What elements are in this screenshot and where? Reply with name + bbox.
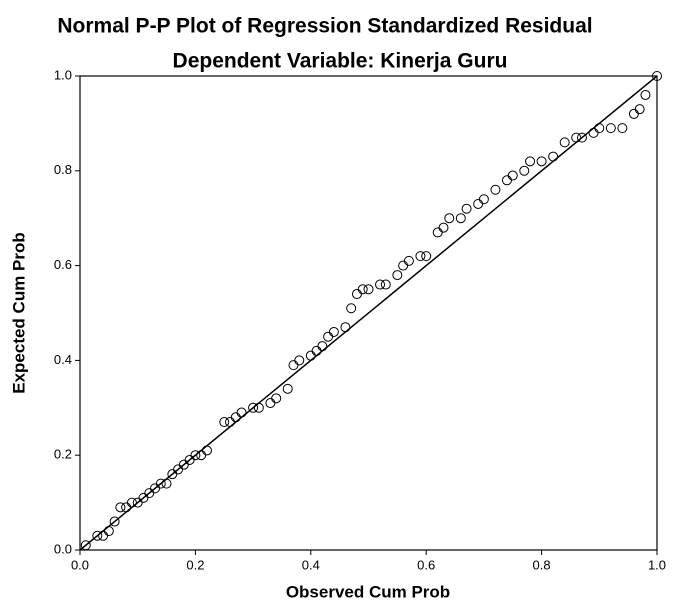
point	[289, 361, 298, 370]
point	[254, 403, 263, 412]
point	[329, 327, 338, 336]
x-tick-label: 0.0	[71, 557, 89, 572]
y-axis-label: Expected Cum Prob	[9, 232, 28, 394]
point	[324, 332, 333, 341]
point	[202, 446, 211, 455]
point	[226, 418, 235, 427]
point	[549, 152, 558, 161]
point	[479, 195, 488, 204]
point	[502, 176, 511, 185]
point	[404, 256, 413, 265]
chart: Normal P-P Plot of Regression Standardiz…	[0, 0, 675, 607]
point	[456, 214, 465, 223]
point	[618, 124, 627, 133]
point	[606, 124, 615, 133]
point	[266, 399, 275, 408]
x-tick-label: 1.0	[648, 557, 666, 572]
point	[99, 531, 108, 540]
point	[364, 285, 373, 294]
x-tick-label: 0.8	[533, 557, 551, 572]
y-tick-label: 0.2	[54, 447, 72, 462]
point	[104, 527, 113, 536]
point	[474, 199, 483, 208]
point	[197, 451, 206, 460]
point	[399, 261, 408, 270]
point	[283, 384, 292, 393]
point	[312, 346, 321, 355]
page: {"chart_data": {"type": "scatter", "titl…	[0, 0, 675, 607]
y-tick-label: 0.6	[54, 257, 72, 272]
y-tick-label: 0.0	[54, 541, 72, 556]
y-tick-label: 1.0	[54, 67, 72, 82]
point	[445, 214, 454, 223]
point	[641, 90, 650, 99]
point	[422, 252, 431, 261]
y-tick-label: 0.8	[54, 162, 72, 177]
x-tick-label: 0.4	[302, 557, 320, 572]
point	[537, 157, 546, 166]
point	[162, 479, 171, 488]
point	[635, 105, 644, 114]
point	[306, 351, 315, 360]
point	[237, 408, 246, 417]
point	[393, 271, 402, 280]
point	[560, 138, 569, 147]
point	[589, 128, 598, 137]
point	[595, 124, 604, 133]
point	[352, 290, 361, 299]
point	[491, 185, 500, 194]
point	[272, 394, 281, 403]
x-axis-label: Observed Cum Prob	[286, 582, 450, 601]
point	[295, 356, 304, 365]
x-tick-label: 0.6	[417, 557, 435, 572]
y-tick-label: 0.4	[54, 352, 72, 367]
chart-subtitle: Dependent Variable: Kinerja Guru	[173, 50, 508, 73]
point	[462, 204, 471, 213]
point	[381, 280, 390, 289]
point	[341, 323, 350, 332]
point	[526, 157, 535, 166]
point	[347, 304, 356, 313]
point	[629, 109, 638, 118]
point	[433, 228, 442, 237]
point	[520, 166, 529, 175]
point	[122, 503, 131, 512]
chart-title: Normal P-P Plot of Regression Standardiz…	[57, 15, 592, 38]
point	[231, 413, 240, 422]
x-tick-label: 0.2	[186, 557, 204, 572]
point	[439, 223, 448, 232]
point	[318, 342, 327, 351]
point	[508, 171, 517, 180]
